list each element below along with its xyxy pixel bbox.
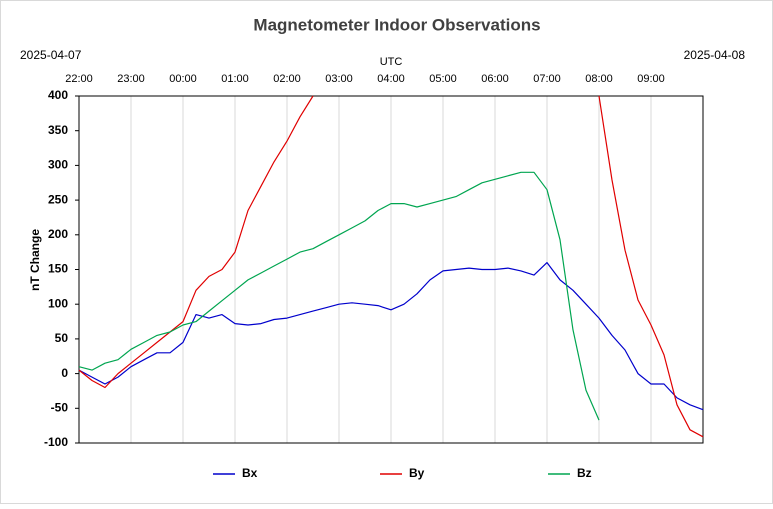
y-tick-label: 0 — [61, 366, 68, 380]
chart-title: Magnetometer Indoor Observations — [253, 15, 540, 34]
x-tick-label: 07:00 — [533, 73, 561, 85]
x-tick-label: 06:00 — [481, 73, 509, 85]
y-tick-label: -50 — [51, 400, 69, 414]
x-tick-label: 04:00 — [377, 73, 405, 85]
y-tick-label: 50 — [55, 331, 69, 345]
x-tick-label: 00:00 — [169, 73, 197, 85]
x-tick-label: 08:00 — [585, 73, 613, 85]
x-tick-label: 03:00 — [325, 73, 353, 85]
y-tick-label: 400 — [48, 88, 68, 102]
data-line — [78, 262, 704, 411]
y-tick-label: 300 — [48, 158, 68, 172]
x-tick-label: 02:00 — [273, 73, 301, 85]
x-tick-label: 01:00 — [221, 73, 249, 85]
legend-label: Bz — [577, 466, 592, 480]
data-line — [78, 95, 704, 438]
x-tick-label: 05:00 — [429, 73, 457, 85]
legend-label: By — [409, 466, 425, 480]
y-tick-label: 100 — [48, 296, 68, 310]
y-axis-title: nT Change — [28, 229, 42, 291]
y-tick-label: -100 — [44, 435, 68, 449]
data-line — [78, 171, 600, 421]
start-date: 2025-04-07 — [20, 48, 82, 62]
x-tick-label: 09:00 — [637, 73, 665, 85]
y-tick-label: 200 — [48, 227, 68, 241]
x-axis-title: UTC — [380, 56, 403, 68]
x-tick-label: 23:00 — [117, 73, 145, 85]
y-tick-label: 350 — [48, 123, 68, 137]
end-date: 2025-04-08 — [684, 48, 746, 62]
x-tick-label: 22:00 — [65, 73, 93, 85]
legend-label: Bx — [242, 466, 258, 480]
y-tick-label: 250 — [48, 192, 68, 206]
plot-border — [78, 95, 704, 444]
y-tick-label: 150 — [48, 262, 68, 276]
